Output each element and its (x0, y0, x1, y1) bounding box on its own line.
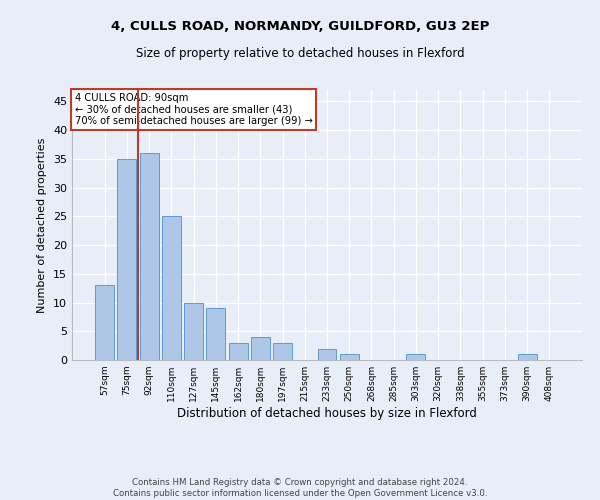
Bar (118, 159, 136, 360)
Bar (95, 286, 114, 360)
Bar (251, 337, 270, 360)
Bar (406, 354, 425, 360)
Bar (273, 343, 292, 360)
Bar (518, 354, 536, 360)
X-axis label: Distribution of detached houses by size in Flexford: Distribution of detached houses by size … (177, 407, 477, 420)
Bar (140, 153, 158, 360)
Bar (184, 302, 203, 360)
Bar (229, 343, 248, 360)
Y-axis label: Number of detached properties: Number of detached properties (37, 138, 47, 312)
Text: 4 CULLS ROAD: 90sqm
← 30% of detached houses are smaller (43)
70% of semi-detach: 4 CULLS ROAD: 90sqm ← 30% of detached ho… (74, 92, 313, 126)
Text: Contains HM Land Registry data © Crown copyright and database right 2024.
Contai: Contains HM Land Registry data © Crown c… (113, 478, 487, 498)
Bar (317, 348, 337, 360)
Text: Size of property relative to detached houses in Flexford: Size of property relative to detached ho… (136, 48, 464, 60)
Bar (162, 216, 181, 360)
Text: 4, CULLS ROAD, NORMANDY, GUILDFORD, GU3 2EP: 4, CULLS ROAD, NORMANDY, GUILDFORD, GU3 … (111, 20, 489, 33)
Bar (206, 308, 225, 360)
Bar (340, 354, 359, 360)
